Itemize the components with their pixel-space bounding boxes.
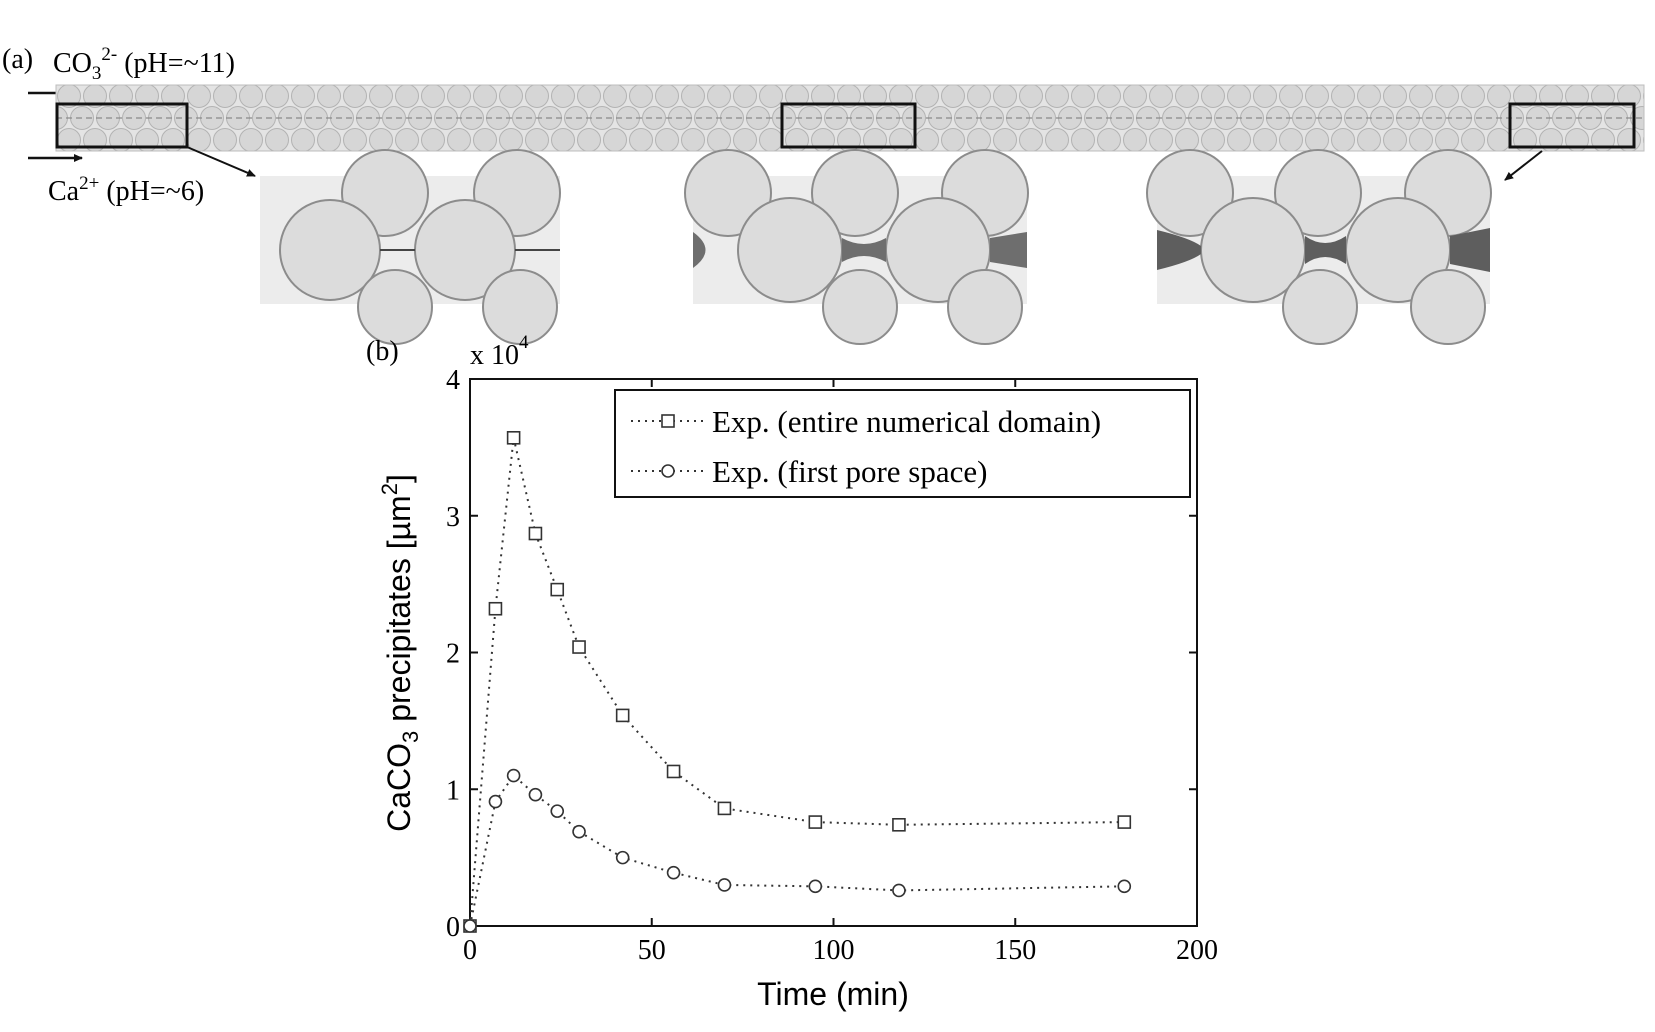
highlight-box-outlet — [1508, 102, 1636, 149]
y-multiplier-exp: 4 — [519, 332, 529, 353]
data-point-circle — [615, 850, 630, 865]
y-axis-title-rest: precipitates [µm — [381, 495, 417, 730]
y-axis-title-subscript: 3 — [398, 731, 423, 743]
x-tick-label: 200 — [1176, 935, 1218, 966]
y-axis-title: CaCO3 precipitates [µm2] — [377, 474, 423, 832]
data-point-circle — [528, 787, 543, 802]
series-layer — [463, 431, 1132, 933]
data-point-square — [528, 526, 543, 541]
y-tick-label: 3 — [446, 502, 460, 533]
legend-entry-series-2: Exp. (first pore space) — [631, 454, 987, 489]
legend-marker-square — [661, 414, 675, 428]
data-point-square — [808, 815, 823, 829]
inlet-bottom-ph: (pH=~6) — [99, 176, 204, 207]
data-point-circle — [463, 919, 477, 933]
x-tick-label: 0 — [463, 935, 477, 966]
series-line-2 — [469, 774, 1125, 927]
x-tick-label: 150 — [994, 935, 1036, 966]
data-point-square — [506, 431, 521, 445]
data-point-circle — [572, 824, 586, 839]
inlet-top-label: CO32- (pH=~11) — [53, 44, 235, 84]
zoom-inset-outlet — [1146, 149, 1492, 345]
y-axis-title-superscript: 2 — [377, 483, 402, 495]
inlet-top-superscript: 2- — [101, 44, 117, 65]
legend-entry-series-1: Exp. (entire numerical domain) — [631, 404, 1101, 439]
data-point-circle — [892, 883, 906, 898]
data-point-square — [615, 708, 630, 723]
legend-box — [614, 389, 1191, 498]
inlet-top-ph: (pH=~11) — [117, 48, 235, 79]
data-point-circle — [550, 804, 565, 818]
legend-marker-circle — [661, 464, 675, 478]
data-point-circle — [666, 865, 681, 880]
panel-b-label: (b) — [366, 336, 399, 367]
data-point-circle — [808, 879, 823, 894]
legend-label-series-1: Exp. (entire numerical domain) — [712, 404, 1101, 439]
data-point-square — [550, 582, 565, 597]
y-tick-label: 0 — [446, 912, 460, 943]
legend: Exp. (entire numerical domain) Exp. (fir… — [614, 389, 1191, 498]
data-point-square — [717, 801, 732, 816]
x-axis-title: Time (min) — [757, 976, 909, 1012]
data-point-square — [892, 818, 906, 832]
legend-label-series-2: Exp. (first pore space) — [712, 454, 987, 489]
panel-a: (a) CO32- (pH=~11) Ca2+ (pH=~6) — [2, 44, 1645, 345]
y-multiplier-text: x 10 — [470, 340, 519, 371]
zoom-arrow-inlet — [186, 146, 256, 177]
x-ticks: 0 50 100 150 200 — [463, 379, 1218, 966]
data-point-circle — [488, 794, 503, 809]
data-point-square — [666, 764, 681, 779]
y-multiplier: x 104 — [470, 332, 529, 371]
data-point-circle — [1117, 879, 1132, 894]
data-point-circle — [506, 768, 521, 783]
data-point-square — [488, 601, 503, 616]
highlight-box-inlet — [55, 102, 189, 149]
series-line-1 — [469, 437, 1125, 927]
inlet-top-subscript: 3 — [92, 63, 102, 84]
zoom-inset-middle — [684, 149, 1029, 345]
y-tick-label: 1 — [446, 775, 460, 806]
zoom-inset-inlet — [260, 149, 561, 345]
inlet-bottom-label: Ca2+ (pH=~6) — [48, 173, 204, 207]
highlight-box-middle — [780, 102, 917, 149]
y-ticks: 0 1 2 3 4 — [446, 365, 1197, 943]
y-tick-label: 4 — [446, 365, 460, 396]
inlet-top-species: CO — [53, 48, 92, 79]
y-tick-label: 2 — [446, 639, 460, 670]
y-axis-title-close: ] — [381, 474, 417, 483]
data-point-circle — [717, 878, 732, 892]
data-point-square — [572, 640, 586, 654]
x-tick-label: 50 — [638, 935, 666, 966]
y-axis-title-main: CaCO — [381, 743, 417, 832]
panel-a-label: (a) — [2, 44, 33, 75]
inlet-bottom-species: Ca — [48, 176, 80, 207]
zoom-arrow-outlet — [1504, 150, 1543, 181]
inlet-bottom-superscript: 2+ — [79, 173, 99, 194]
data-point-square — [1117, 815, 1132, 829]
x-tick-label: 100 — [813, 935, 855, 966]
